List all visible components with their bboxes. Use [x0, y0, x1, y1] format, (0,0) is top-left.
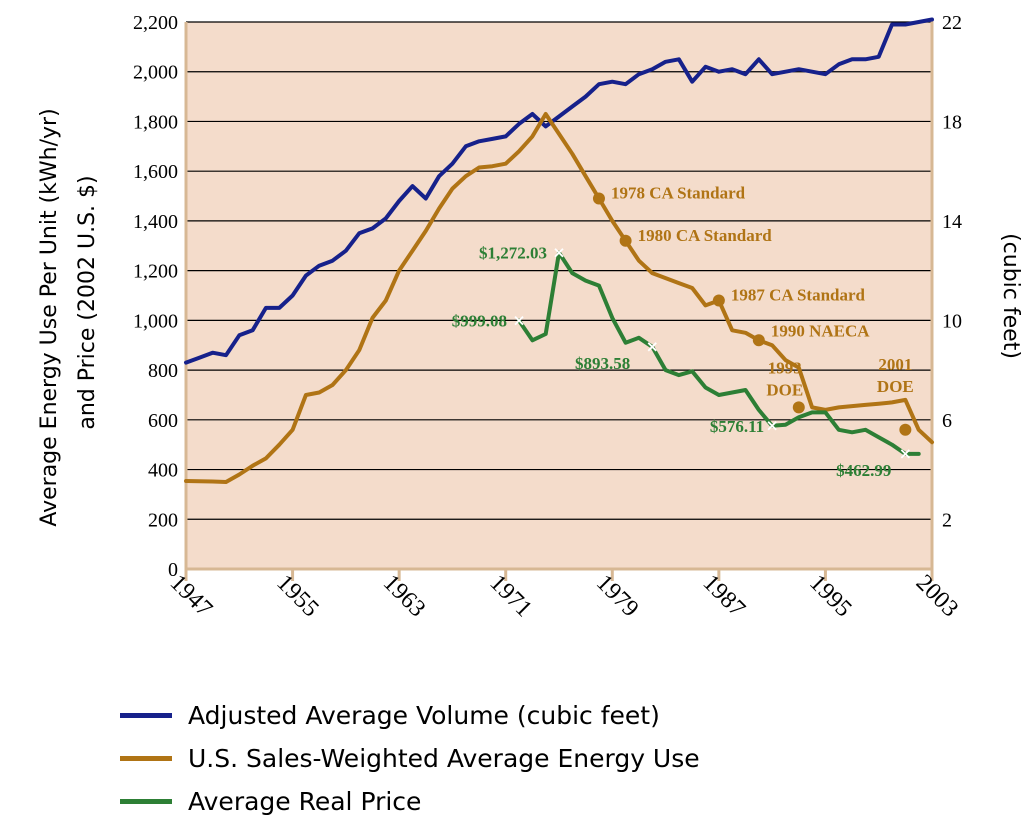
energy-standard-marker [712, 294, 725, 307]
annotation-label: $576.11 [710, 417, 764, 436]
series-line-volume [184, 17, 934, 365]
y-tick-label: 600 [148, 410, 178, 432]
annotation-label: $1,272.03 [479, 244, 547, 263]
energy-standard-marker [592, 192, 605, 205]
x-tick-label: 1979 [591, 570, 643, 622]
price-marker [767, 421, 777, 431]
series-line-energy [184, 112, 934, 484]
price-marker [647, 342, 657, 352]
x-tick-label: 1987 [698, 570, 750, 622]
chart-svg: 0 200 400 600 800 1,000 1,200 1,400 1,600 1,800 2,… [37, 12, 1023, 622]
x-tick-label: 1963 [378, 570, 430, 622]
annotation-label: 1993 DOE [766, 358, 803, 399]
annotation-label: 1978 CA Standard [611, 184, 746, 203]
y2-tick-label: 10 [942, 310, 962, 332]
annotation-label: 1987 CA Standard [731, 285, 866, 304]
legend-swatch-price [120, 799, 172, 804]
plot-area [186, 22, 932, 569]
y-tick-label: 400 [148, 460, 178, 482]
annotation-marks [514, 192, 912, 459]
legend-label-volume: Adjusted Average Volume (cubic feet) [188, 701, 660, 730]
y-tick-label: 1,200 [133, 261, 178, 283]
y2-tick-label: 18 [942, 111, 962, 133]
series-lines [184, 17, 934, 484]
legend-label-energy: U.S. Sales-Weighted Average Energy Use [188, 744, 700, 773]
legend-item-price: Average Real Price [120, 780, 700, 823]
y-axis-label-left: Average Energy Use Per Unit (kWh/yr) [37, 108, 62, 526]
y-axis-label-right: (cubic feet) [998, 233, 1023, 359]
legend: Adjusted Average Volume (cubic feet) U.S… [120, 694, 700, 823]
energy-standard-marker [899, 423, 912, 436]
legend-swatch-energy [120, 756, 172, 761]
y2-tick-label: 14 [942, 211, 962, 233]
price-marker [900, 449, 910, 459]
annotation-label: $462.99 [836, 461, 891, 480]
x-tick-label: 1955 [271, 570, 323, 622]
y-tick-label: 1,800 [133, 111, 178, 133]
price-marker [554, 248, 564, 258]
y-tick-label: 2,000 [133, 62, 178, 84]
y-tick-label: 1,400 [133, 211, 178, 233]
energy-standard-marker [619, 234, 632, 247]
series-line-price [517, 250, 921, 456]
annotation-label: 1990 NAECA [771, 321, 870, 340]
y-tick-label: 2,200 [133, 12, 178, 34]
legend-item-energy: U.S. Sales-Weighted Average Energy Use [120, 737, 700, 780]
energy-standard-marker [792, 401, 805, 414]
y-tick-label: 1,600 [133, 161, 178, 183]
x-tick-label: 1971 [485, 570, 537, 622]
y-tick-label: 200 [148, 509, 178, 531]
axes [184, 20, 934, 581]
price-marker [514, 315, 524, 326]
y2-tick-label: 22 [942, 12, 962, 34]
annotation-label: $893.58 [575, 354, 630, 373]
energy-standard-marker [752, 334, 765, 347]
y2-tick-label: 2 [942, 509, 952, 531]
annotation-label: $999.08 [452, 312, 507, 331]
y-tick-label: 1,000 [133, 310, 178, 332]
legend-swatch-volume [120, 713, 172, 718]
y-axis-label-left-line2: and Price (2002 U.S. $) [75, 175, 100, 429]
y2-tick-label: 6 [942, 410, 952, 432]
annotation-label: 1980 CA Standard [638, 226, 773, 245]
y-tick-label: 0 [168, 559, 178, 581]
legend-item-volume: Adjusted Average Volume (cubic feet) [120, 694, 700, 737]
annotation-label: 2001 DOE [877, 355, 914, 396]
legend-label-price: Average Real Price [188, 787, 422, 816]
y-tick-label: 800 [148, 360, 178, 382]
x-tick-label: 1995 [804, 570, 856, 622]
x-tick-label: 2003 [911, 570, 963, 622]
